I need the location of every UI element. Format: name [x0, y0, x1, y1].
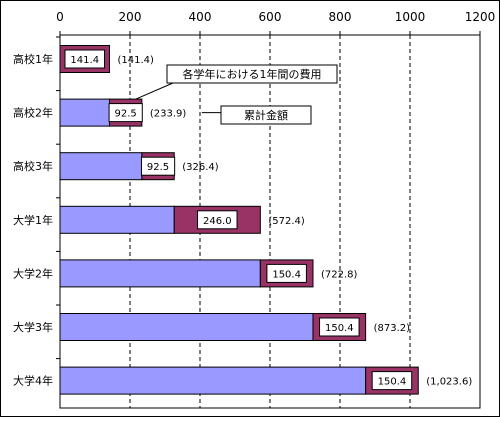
- annotation-box-annual: [166, 64, 338, 84]
- bar-cumulative-prior: [59, 205, 175, 234]
- cumulative-label: (141.4): [117, 55, 154, 66]
- annotation-annual: 各学年における1年間の費用: [183, 67, 322, 81]
- labels-layer: 高校1年 141.4 (141.4) 高校2年 92.5 (233.9) 高校3年 92.5 (…: [13, 49, 472, 391]
- value-label-box: [371, 371, 413, 391]
- cumulative-label: (873.2): [374, 323, 411, 334]
- category-label: 大学4年: [13, 374, 53, 388]
- annotation-box-cumulative: [220, 105, 312, 125]
- category-label: 大学3年: [13, 320, 53, 334]
- category-label: 高校1年: [13, 52, 53, 66]
- x-tick-label: 400: [189, 10, 212, 24]
- category-label: 大学2年: [13, 266, 53, 280]
- category-label: 高校3年: [13, 159, 53, 173]
- bar-cumulative-prior: [59, 152, 143, 181]
- bar-cumulative-prior: [59, 98, 110, 127]
- cumulative-label: (233.9): [150, 109, 187, 120]
- value-label-box: [140, 156, 176, 176]
- axis-layer: 0 200 400 600 800 1000 1200: [56, 10, 496, 360]
- x-tick-label: 1200: [465, 10, 496, 24]
- category-label: 高校2年: [13, 106, 53, 120]
- x-tick-label: 600: [259, 10, 282, 24]
- category-label: 大学1年: [13, 213, 53, 227]
- value-label: 92.5: [115, 109, 137, 120]
- value-label-box: [108, 103, 143, 123]
- value-label: 246.0: [203, 216, 232, 227]
- value-label-box: [64, 49, 105, 69]
- x-tick-label: 1000: [395, 10, 426, 24]
- x-tick-label: 200: [119, 10, 142, 24]
- value-label: 150.4: [378, 377, 407, 388]
- x-tick-label: 0: [56, 10, 64, 24]
- value-label-box: [266, 263, 307, 283]
- value-label: 150.4: [272, 269, 301, 280]
- bar-cumulative-prior: [59, 259, 261, 288]
- cumulative-label: (1,023.6): [426, 377, 472, 388]
- cumulative-label: (572.4): [268, 216, 305, 227]
- annotation-leader-annual: [135, 82, 174, 100]
- bar-cumulative-prior: [59, 366, 367, 395]
- value-label-box: [319, 317, 360, 337]
- value-label-box: [197, 210, 238, 230]
- bar-cumulative-prior: [59, 313, 314, 341]
- value-label: 141.4: [70, 55, 99, 66]
- cumulative-label: (722.8): [321, 269, 358, 280]
- value-label: 150.4: [325, 323, 354, 334]
- value-label: 92.5: [147, 162, 169, 173]
- cumulative-label: (326.4): [182, 162, 219, 173]
- annotation-cumulative: 累計金額: [244, 108, 288, 122]
- x-tick-label: 800: [329, 10, 352, 24]
